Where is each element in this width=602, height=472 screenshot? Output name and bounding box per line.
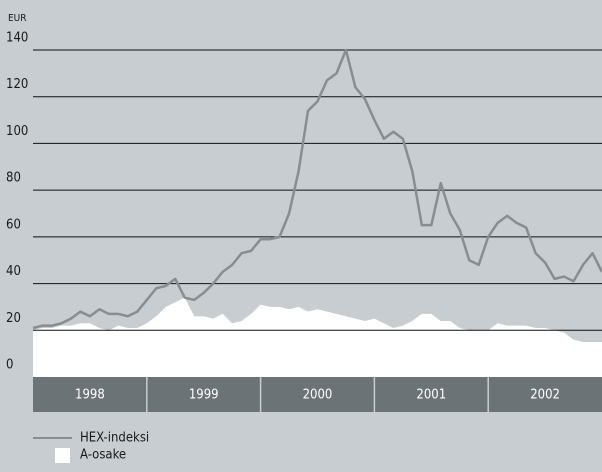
y-tick-label: 40	[6, 264, 21, 279]
x-tick-label: 2002	[530, 388, 560, 403]
x-tick-label: 1999	[189, 388, 219, 403]
legend-label: A-osake	[80, 448, 126, 463]
y-tick-label: 60	[6, 217, 21, 232]
x-tick-label: 1998	[75, 388, 105, 403]
x-tick-label: 2000	[303, 388, 333, 403]
x-tick-label: 2001	[416, 388, 446, 403]
y-tick-label: 20	[6, 311, 21, 326]
legend-label: HEX-indeksi	[80, 431, 149, 446]
line	[32, 48, 602, 330]
y-tick-label: 100	[6, 124, 28, 139]
y-axis-label: EUR	[8, 13, 27, 24]
y-tick-label: 140	[6, 31, 28, 46]
area	[33, 297, 602, 377]
y-tick-label: 120	[6, 77, 28, 92]
legend-swatch	[55, 448, 70, 463]
y-tick-label: 0	[6, 358, 13, 373]
y-tick-label: 80	[6, 171, 21, 186]
x-axis-band	[33, 377, 602, 412]
